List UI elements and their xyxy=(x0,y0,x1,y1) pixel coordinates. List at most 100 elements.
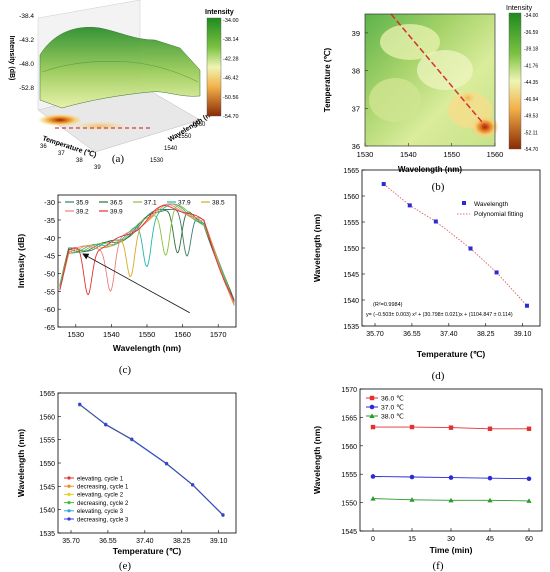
wavelength-tick-label: 1540 xyxy=(164,146,178,152)
fitting-x-tick-label: 37.40 xyxy=(440,331,458,338)
cycles-x-tick-label: 35.70 xyxy=(62,538,80,545)
z-tick-label: -43.2 xyxy=(19,37,34,44)
stability-legend: 36.0 ℃ 37.0 ℃ 38.0 ℃ xyxy=(366,396,404,421)
cycle-legend-marker xyxy=(67,509,71,513)
cycle-line-5 xyxy=(79,403,224,516)
cycles-y-tick-label: 1545 xyxy=(39,484,55,491)
panel-a-surface-plot: -38.4 -43.2 -48.0 -52.8 Intensity (dB) 36 37… xyxy=(8,0,239,171)
stability-y-tick-label: 1565 xyxy=(341,415,357,422)
stability-y-tick-label: 1545 xyxy=(341,529,357,536)
heatmap-colorbar-tick-label: -41.76 xyxy=(524,63,538,69)
stability-point-0 xyxy=(409,424,415,430)
panel-f-stability-chart: 36.0 ℃ 37.0 ℃ 38.0 ℃ 0 15 30 45 60 1545 1550 155… xyxy=(312,387,543,572)
stability-point-0 xyxy=(370,424,376,430)
spectra-x-label: Wavelength (nm) xyxy=(113,343,181,353)
stability-legend-marker xyxy=(369,413,375,418)
fitting-x-tick-label: 36.55 xyxy=(403,331,421,338)
fitting-y-tick-label: 1565 xyxy=(343,168,359,175)
stability-point-2 xyxy=(526,498,532,503)
spectra-x-tick-label: 1560 xyxy=(174,330,191,339)
heatmap-blob-1 xyxy=(380,24,440,60)
stability-y-tick-label: 1555 xyxy=(341,472,357,479)
fitting-data-point xyxy=(381,182,386,187)
spectra-y-ticks: -30 -35 -40 -45 -50 -55 -60 -65 xyxy=(44,198,61,332)
cycles-y-tick-label: 1550 xyxy=(39,461,55,468)
stability-point-1 xyxy=(409,474,415,480)
legend-label-37-1: 37.1 xyxy=(144,200,157,207)
spectra-y-tick-label: -30 xyxy=(44,198,55,207)
wavelength-tick-label: 1560 xyxy=(192,122,206,128)
fitting-y-tick-label: 1540 xyxy=(343,298,359,305)
spectra-x-ticks: 1530 1540 1550 1560 1570 xyxy=(67,324,227,339)
cycle-legend-label: decreasing, cycle 1 xyxy=(77,485,129,491)
surface-projection-hotspot xyxy=(38,114,82,126)
z-tick-label: -48.0 xyxy=(19,61,34,68)
temperature-trend-arrow xyxy=(82,253,190,314)
spectra-y-tick-label: -50 xyxy=(44,269,55,278)
legend-label-fitting: Polynomial fitting xyxy=(474,211,524,218)
colorbar-tick-label: -46.42 xyxy=(223,76,239,82)
fitting-data-point xyxy=(433,219,438,224)
spectra-plot-area xyxy=(59,203,235,306)
panel-c-spectra-chart: 35.9 36.5 37.1 37.9 38.5 39.2 39.9 1530 1540 155… xyxy=(16,194,237,376)
fitting-data-point xyxy=(524,303,529,308)
stability-x-tick-label: 45 xyxy=(486,536,494,543)
heatmap-x-tick-label: 1550 xyxy=(443,150,460,159)
panel-e-cycles-chart: elevating, cycle 1 decreasing, cycle 1 ele… xyxy=(16,391,237,572)
colorbar-tick-label: -34.00 xyxy=(223,18,239,24)
cycle-legend-label: elevating, cycle 2 xyxy=(77,493,124,499)
stability-x-label: Time (min) xyxy=(430,545,473,555)
temperature-tick-label: 37 xyxy=(58,151,65,157)
cycles-y-ticks: 1535 1540 1545 1550 1555 1560 1565 xyxy=(39,391,61,538)
fitting-y-label: Wavelength (nm) xyxy=(312,214,322,282)
heatmap-colorbar-tick-label: -39.18 xyxy=(524,47,538,53)
stability-legend-label: 38.0 ℃ xyxy=(381,414,404,421)
spectra-y-label: Intensity (dB) xyxy=(16,234,26,288)
cycles-plot-area xyxy=(78,402,225,517)
cycle-legend-label: decreasing, cycle 3 xyxy=(77,517,129,523)
spectrum-line-37-9 xyxy=(59,203,235,306)
stability-point-2 xyxy=(370,496,376,501)
heatmap-colorbar-ticks: -34.00 -36.59 -39.18 -41.76 -44.35 -46.94 -49.… xyxy=(524,13,538,153)
heatmap-blob-3 xyxy=(369,78,421,122)
heatmap-colorbar-tick-label: -36.59 xyxy=(524,30,538,36)
cycle-legend-label: decreasing, cycle 2 xyxy=(77,501,129,507)
z-axis-label: Intensity (dB) xyxy=(8,36,15,81)
z-tick-label: -52.8 xyxy=(19,85,34,92)
fitting-y-tick-label: 1555 xyxy=(343,220,359,227)
panel-label-e: (e) xyxy=(119,560,132,572)
stability-x-tick-label: 0 xyxy=(371,536,375,543)
temperature-tick-label: 38 xyxy=(76,158,83,164)
cycle-point-5 xyxy=(130,437,134,441)
surface-mesh xyxy=(39,27,201,109)
panel-label-d: (d) xyxy=(432,370,445,382)
cycles-y-tick-label: 1560 xyxy=(39,414,55,421)
fitting-y-ticks: 1535 1540 1545 1550 1555 1560 1565 xyxy=(343,168,365,331)
heatmap-hotspot xyxy=(471,116,499,138)
cycles-y-label: Wavelength (nm) xyxy=(16,429,26,497)
fitting-y-tick-label: 1560 xyxy=(343,194,359,201)
stability-point-2 xyxy=(409,497,415,502)
spectra-legend: 35.9 36.5 37.1 37.9 38.5 39.2 39.9 xyxy=(65,200,225,216)
fitting-data-point xyxy=(468,246,473,251)
heatmap-y-ticks: 36 37 38 39 xyxy=(352,29,368,151)
colorbar-tick-label: -54.70 xyxy=(223,114,239,120)
fitting-x-tick-label: 38.25 xyxy=(477,331,495,338)
colorbar-tick-label: -38.14 xyxy=(223,37,239,43)
cycles-x-label: Temperature (℃) xyxy=(113,546,182,556)
legend-label-37-9: 37.9 xyxy=(178,200,191,207)
heatmap-x-label: Wavelength (nm) xyxy=(398,165,462,174)
cycle-legend-marker xyxy=(67,484,71,488)
legend-label-35-9: 35.9 xyxy=(76,200,89,207)
spectrum-line-37-1 xyxy=(59,205,235,305)
stability-point-1 xyxy=(448,475,454,480)
spectra-x-tick-label: 1550 xyxy=(139,330,156,339)
fitting-y-tick-label: 1535 xyxy=(343,324,359,331)
heatmap-y-tick-label: 39 xyxy=(352,29,360,38)
cycle-point-5 xyxy=(104,423,108,427)
cycles-x-ticks: 35.70 36.55 37.40 38.25 39.10 xyxy=(62,530,227,545)
cycle-point-5 xyxy=(78,402,82,406)
wavelength-tick-label: 1550 xyxy=(178,134,192,140)
spectra-x-tick-label: 1570 xyxy=(210,330,227,339)
